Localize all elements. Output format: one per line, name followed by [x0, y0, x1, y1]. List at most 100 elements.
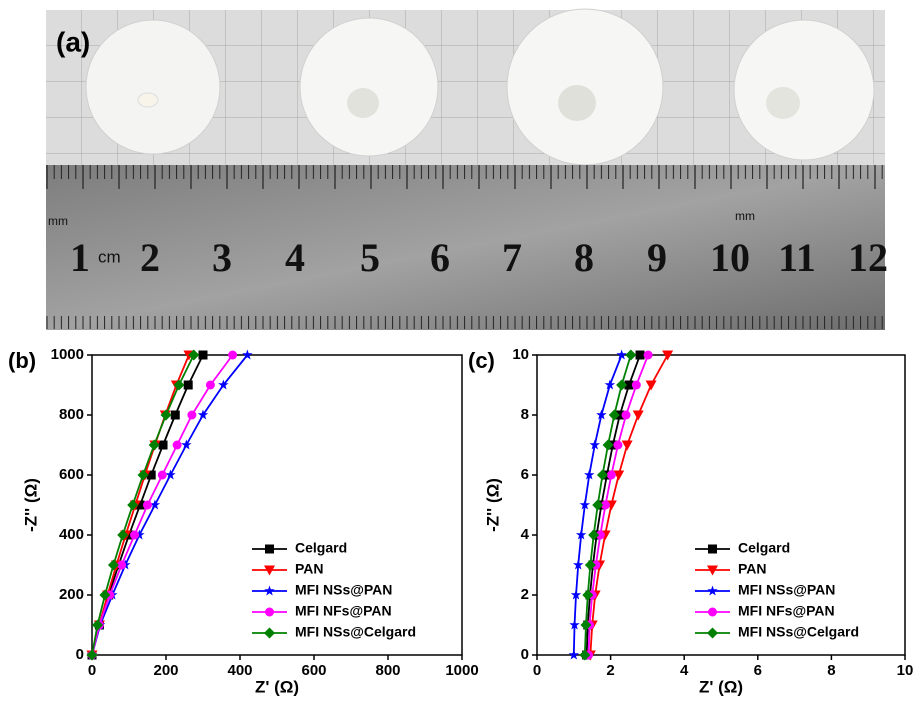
ruler-number: 3 — [212, 235, 232, 280]
marker — [188, 349, 200, 361]
marker — [137, 469, 149, 481]
panel-label: (a) — [56, 26, 90, 57]
marker — [604, 379, 616, 390]
ruler — [46, 165, 885, 330]
marker — [591, 560, 601, 570]
marker — [580, 619, 592, 631]
marker — [635, 350, 645, 360]
separator-disc — [85, 19, 221, 155]
marker — [608, 409, 620, 421]
plot-frame — [91, 354, 463, 656]
marker — [181, 439, 192, 450]
marker — [124, 530, 134, 540]
legend-label: MFI NFs@PAN — [295, 603, 392, 619]
legend-label: MFI NSs@PAN — [738, 582, 835, 598]
ruler-number: 6 — [430, 235, 450, 280]
legend-marker — [708, 607, 717, 617]
marker — [584, 469, 595, 480]
marker — [588, 529, 600, 541]
marker — [92, 619, 104, 631]
marker — [616, 349, 627, 360]
ruler-number: 8 — [574, 235, 594, 280]
marker — [205, 380, 215, 390]
x-tick-label: 0 — [88, 662, 96, 679]
ruler-number: 5 — [360, 235, 380, 280]
ruler-number: 10 — [710, 235, 750, 280]
ruler-number: 9 — [647, 235, 667, 280]
marker — [134, 529, 145, 540]
marker — [625, 349, 637, 361]
marker — [107, 559, 119, 571]
marker — [582, 589, 594, 601]
legend-label: MFI NFs@PAN — [738, 603, 835, 619]
marker — [616, 379, 628, 391]
marker — [632, 410, 644, 421]
legend-label: MFI NSs@Celgard — [738, 624, 859, 640]
x-tick-label: 10 — [897, 662, 914, 679]
legend-marker — [264, 585, 275, 596]
marker — [606, 470, 616, 480]
marker — [86, 649, 98, 661]
x-tick-label: 6 — [754, 662, 762, 679]
marker — [602, 439, 614, 451]
y-tick-label: 4 — [521, 526, 530, 543]
marker — [197, 409, 209, 420]
ruler-number: 2 — [140, 235, 160, 280]
legend-label: Celgard — [295, 540, 347, 556]
marker — [143, 500, 152, 510]
separator-disc — [299, 17, 439, 157]
marker — [572, 559, 584, 570]
marker — [645, 380, 657, 391]
marker — [596, 409, 607, 420]
marker — [187, 410, 197, 420]
legend-marker — [707, 585, 718, 596]
ruler-numbers: 1 2 3 4 5 6 7 8 9 10 11 12 — [70, 235, 888, 280]
ruler-unit: mm — [735, 209, 755, 223]
y-axis-label: -Z'' (Ω) — [483, 478, 502, 532]
legend-marker — [264, 565, 275, 576]
ruler-unit: mm — [48, 214, 68, 228]
marker — [569, 619, 580, 630]
marker — [584, 559, 596, 571]
marker — [643, 350, 653, 360]
legend-marker — [707, 565, 718, 576]
marker — [149, 499, 161, 510]
marker — [579, 499, 591, 510]
legend-label: PAN — [295, 561, 324, 577]
x-tick-label: 8 — [827, 662, 835, 679]
x-axis-label: Z' (Ω) — [255, 677, 299, 696]
marker — [592, 499, 604, 511]
x-tick-label: 0 — [533, 662, 541, 679]
marker — [165, 469, 176, 480]
x-tick-label: 800 — [375, 662, 400, 679]
legend-marker — [708, 544, 717, 554]
marker — [127, 499, 139, 511]
marker — [600, 500, 610, 510]
x-tick-label: 400 — [227, 662, 252, 679]
separator-disc — [733, 19, 875, 161]
marker — [172, 440, 182, 450]
marker — [99, 589, 111, 601]
marker — [135, 500, 145, 510]
y-tick-label: 1000 — [51, 346, 84, 363]
x-tick-label: 200 — [153, 662, 178, 679]
ruler-number: 11 — [778, 235, 816, 280]
marker — [158, 440, 168, 450]
marker — [662, 350, 674, 361]
marker — [173, 379, 185, 391]
legend-marker — [707, 627, 718, 639]
marker — [130, 530, 140, 540]
marker — [579, 649, 591, 661]
marker — [160, 409, 172, 421]
ruler-ticks — [46, 316, 885, 330]
ruler-number: 12 — [848, 235, 888, 280]
marker — [613, 470, 625, 481]
y-axis-label: -Z'' (Ω) — [21, 478, 40, 532]
y-tick-label: 8 — [521, 406, 529, 423]
marker — [613, 440, 623, 450]
marker — [621, 410, 631, 420]
marker — [148, 439, 160, 451]
panel-label: (c) — [468, 348, 495, 373]
